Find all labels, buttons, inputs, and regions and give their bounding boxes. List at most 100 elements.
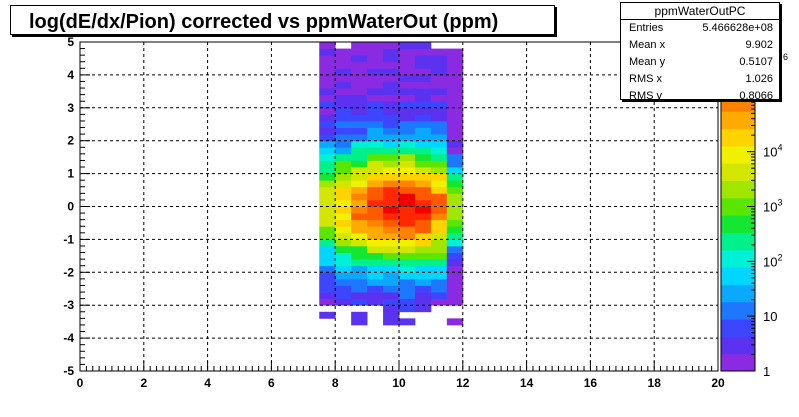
heatmap-cell	[319, 153, 336, 161]
stats-header: ppmWaterOutPC	[621, 3, 779, 20]
heatmap-cell	[335, 160, 352, 168]
heatmap-cell	[351, 61, 368, 69]
heatmap-cell	[351, 120, 368, 128]
heatmap-cell	[335, 180, 352, 188]
heatmap-cell	[383, 265, 400, 273]
heatmap-cell	[351, 259, 368, 267]
y-tick-label: 0	[67, 200, 74, 214]
heatmap-cell	[335, 259, 352, 267]
heatmap-cell	[367, 167, 384, 174]
heatmap-cell	[430, 48, 448, 56]
heatmap-cell	[351, 88, 368, 96]
heatmap-cell	[383, 48, 400, 56]
heatmap-cell	[367, 147, 384, 155]
colorbar-cut-exponent: 6	[783, 52, 788, 62]
heatmap-cell	[319, 81, 336, 89]
heatmap-cell	[399, 259, 416, 267]
heatmap-cell	[335, 252, 352, 260]
colorbar-tick-exponent: 4	[777, 143, 782, 153]
heatmap-cell	[399, 160, 416, 168]
colorbar-segment	[721, 319, 755, 337]
heatmap-cell	[399, 153, 416, 161]
heatmap-cell	[383, 239, 400, 247]
heatmap-cell	[414, 272, 432, 280]
heatmap-cell	[383, 278, 400, 286]
heatmap-cell	[367, 206, 384, 214]
colorbar-segment	[721, 336, 755, 355]
heatmap-cell	[335, 101, 352, 109]
heatmap-cell	[319, 265, 336, 273]
heatmap-cell	[351, 147, 368, 155]
heatmap-cell	[399, 272, 416, 280]
heatmap-cell	[367, 226, 384, 234]
y-tick-label: 4	[67, 68, 74, 82]
heatmap-cell	[367, 134, 384, 142]
heatmap-cell	[335, 232, 352, 240]
heatmap-cell	[335, 226, 352, 234]
heatmap-cell	[399, 94, 416, 102]
heatmap-cell	[430, 120, 448, 128]
heatmap-cell	[367, 114, 384, 122]
heatmap-cell	[319, 107, 336, 115]
x-tick-label: 16	[584, 376, 598, 390]
heatmap-cell	[351, 278, 368, 286]
heatmap-cell	[335, 292, 352, 300]
heatmap-cell	[383, 94, 400, 102]
heatmap-cell	[430, 88, 448, 96]
heatmap-cell	[351, 42, 368, 49]
heatmap-cell	[430, 167, 448, 174]
heatmap-cell	[414, 265, 432, 273]
heatmap-cell	[319, 285, 336, 293]
heatmap-cell	[446, 272, 464, 280]
heatmap-cell	[367, 278, 384, 286]
heatmap-cell	[351, 81, 368, 89]
heatmap-cell	[367, 219, 384, 227]
heatmap-cell	[383, 74, 400, 82]
heatmap-cell	[351, 226, 368, 234]
heatmap-cell	[335, 167, 352, 174]
heatmap-cell	[335, 153, 352, 161]
heatmap-cell	[367, 272, 384, 280]
x-tick-label: 4	[204, 376, 211, 390]
heatmap-cell	[414, 147, 432, 155]
heatmap-cell	[430, 94, 448, 102]
heatmap-cell	[351, 272, 368, 280]
heatmap-cell	[351, 219, 368, 227]
heatmap-cell	[319, 173, 336, 181]
heatmap-cell	[319, 311, 336, 319]
heatmap-cell	[335, 186, 352, 194]
heatmap-cell	[383, 167, 400, 174]
heatmap-cell	[430, 239, 448, 247]
heatmap-cell	[446, 180, 464, 188]
heatmap-cell	[351, 55, 368, 63]
heatmap-cell	[414, 114, 432, 122]
heatmap-cell	[399, 206, 416, 214]
heatmap-cell	[383, 199, 400, 207]
heatmap-cell	[367, 94, 384, 102]
heatmap-cell	[335, 285, 352, 293]
heatmap-cell	[335, 74, 352, 82]
heatmap-cell	[414, 160, 432, 168]
heatmap-cell	[383, 55, 400, 63]
heatmap-cell	[399, 81, 416, 89]
heatmap-cell	[367, 74, 384, 82]
heatmap-cell	[367, 232, 384, 240]
heatmap-cell	[367, 153, 384, 161]
heatmap-cell	[430, 114, 448, 122]
heatmap-cell	[446, 259, 464, 267]
heatmap-cell	[446, 134, 464, 142]
heatmap-cell	[446, 94, 464, 102]
heatmap-cell	[414, 278, 432, 286]
heatmap-cell	[319, 101, 336, 109]
heatmap-cell	[414, 120, 432, 128]
stats-value: 1.026	[745, 73, 773, 85]
heatmap-cell	[335, 278, 352, 286]
heatmap-cell	[383, 206, 400, 214]
heatmap-cell	[351, 193, 368, 201]
heatmap-cell	[383, 193, 400, 201]
colorbar-segment	[721, 301, 755, 320]
heatmap-cell	[446, 239, 464, 247]
heatmap-cell	[399, 114, 416, 122]
heatmap-cell	[351, 48, 368, 56]
heatmap-cell	[446, 219, 464, 227]
